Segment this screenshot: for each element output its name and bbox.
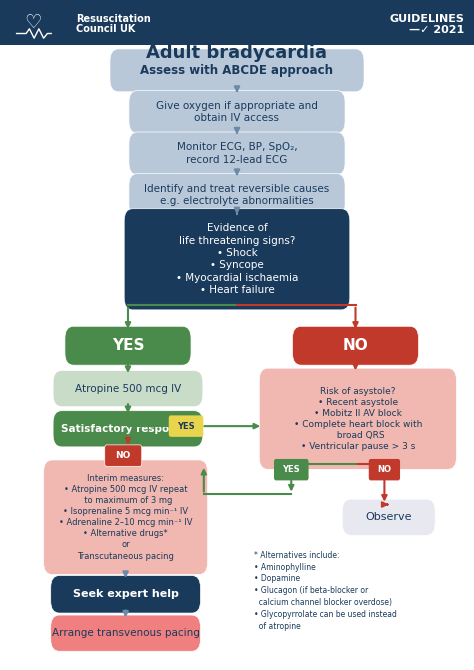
FancyBboxPatch shape [274, 459, 309, 480]
FancyBboxPatch shape [259, 369, 456, 470]
Text: GUIDELINES: GUIDELINES [390, 15, 465, 24]
Text: Interim measures:
• Atropine 500 mcg IV repeat
  to maximum of 3 mg
• Isoprenali: Interim measures: • Atropine 500 mcg IV … [59, 474, 192, 561]
Text: YES: YES [177, 421, 195, 431]
FancyBboxPatch shape [129, 90, 345, 133]
Text: Give oxygen if appropriate and
obtain IV access: Give oxygen if appropriate and obtain IV… [156, 100, 318, 123]
FancyBboxPatch shape [51, 576, 201, 613]
Text: NO: NO [116, 451, 131, 460]
Text: NO: NO [343, 338, 368, 353]
FancyBboxPatch shape [129, 174, 345, 216]
FancyBboxPatch shape [292, 326, 419, 365]
Text: Council UK: Council UK [76, 25, 135, 34]
Text: Evidence of
life threatening signs?
• Shock
• Syncope
• Myocardial ischaemia
• H: Evidence of life threatening signs? • Sh… [176, 223, 298, 295]
Text: Seek expert help: Seek expert help [73, 590, 179, 599]
FancyBboxPatch shape [53, 411, 203, 447]
Text: Observe: Observe [365, 513, 412, 522]
FancyBboxPatch shape [169, 415, 203, 437]
FancyBboxPatch shape [124, 209, 350, 310]
FancyBboxPatch shape [342, 499, 435, 535]
Text: NO: NO [377, 465, 392, 474]
Text: Satisfactory response?: Satisfactory response? [61, 424, 195, 433]
FancyBboxPatch shape [369, 459, 400, 480]
Text: ♡: ♡ [25, 13, 42, 31]
FancyBboxPatch shape [65, 326, 191, 365]
Text: YES: YES [112, 338, 144, 353]
Text: Monitor ECG, BP, SpO₂,
record 12-lead ECG: Monitor ECG, BP, SpO₂, record 12-lead EC… [177, 142, 297, 165]
FancyBboxPatch shape [110, 49, 364, 92]
FancyBboxPatch shape [0, 0, 474, 45]
FancyBboxPatch shape [44, 460, 208, 575]
Text: YES: YES [283, 465, 300, 474]
Text: Identify and treat reversible causes
e.g. electrolyte abnormalities: Identify and treat reversible causes e.g… [145, 184, 329, 206]
Text: Arrange transvenous pacing: Arrange transvenous pacing [52, 628, 200, 638]
FancyBboxPatch shape [51, 615, 201, 651]
FancyBboxPatch shape [53, 371, 203, 407]
Text: —✓ 2021: —✓ 2021 [409, 25, 465, 35]
FancyBboxPatch shape [129, 132, 345, 175]
Text: Atropine 500 mcg IV: Atropine 500 mcg IV [75, 384, 181, 393]
Text: * Alternatives include:
• Aminophylline
• Dopamine
• Glucagon (if beta-blocker o: * Alternatives include: • Aminophylline … [254, 551, 396, 630]
FancyBboxPatch shape [105, 445, 142, 466]
Text: Risk of asystole?
• Recent asystole
• Mobitz II AV block
• Complete heart block : Risk of asystole? • Recent asystole • Mo… [294, 387, 422, 451]
Text: Adult bradycardia: Adult bradycardia [146, 44, 328, 62]
Text: Assess with ABCDE approach: Assess with ABCDE approach [140, 64, 334, 77]
Text: Resuscitation: Resuscitation [76, 15, 151, 24]
